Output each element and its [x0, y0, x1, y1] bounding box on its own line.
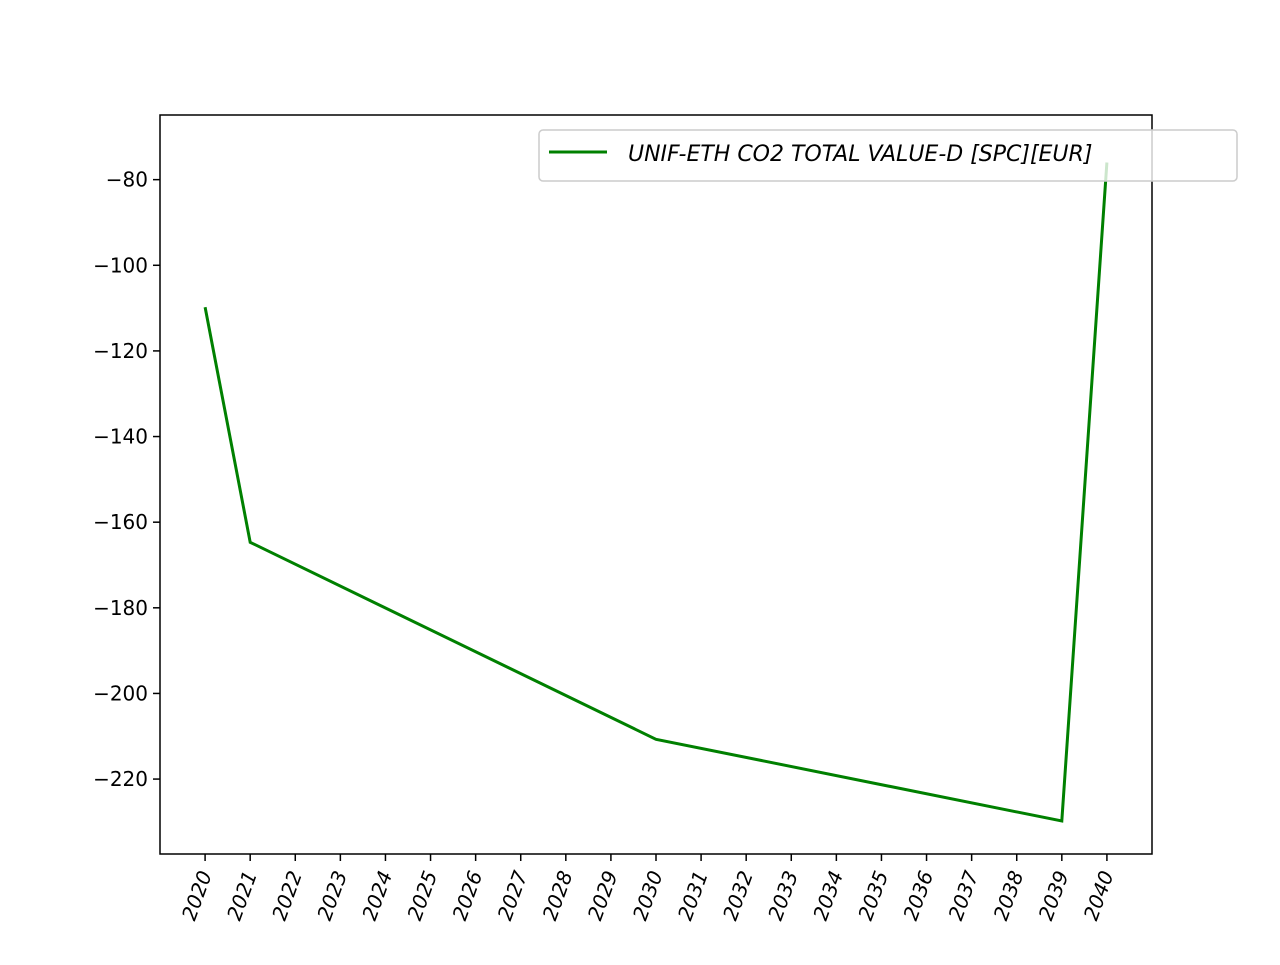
- y-axis: −220 −200 −180 −160 −140 −120 −100 −80: [93, 168, 160, 791]
- y-tick-label: −140: [93, 425, 148, 449]
- y-tick-label: −180: [93, 596, 148, 620]
- legend: UNIF-ETH CO2 TOTAL VALUE-D [SPC][EUR]: [538, 129, 1238, 182]
- y-tick-label: −160: [93, 510, 148, 534]
- y-tick-label: −200: [93, 681, 148, 705]
- legend-label: UNIF-ETH CO2 TOTAL VALUE-D [SPC][EUR]: [628, 142, 1092, 167]
- y-tick-label: −100: [93, 253, 148, 277]
- series-layer: [203, 162, 1109, 823]
- series-line-0: [203, 162, 1109, 823]
- y-tick-label: −80: [106, 168, 148, 192]
- y-tick-label: −220: [93, 767, 148, 791]
- y-tick-label: −120: [93, 339, 148, 363]
- legend-box: [538, 129, 1238, 182]
